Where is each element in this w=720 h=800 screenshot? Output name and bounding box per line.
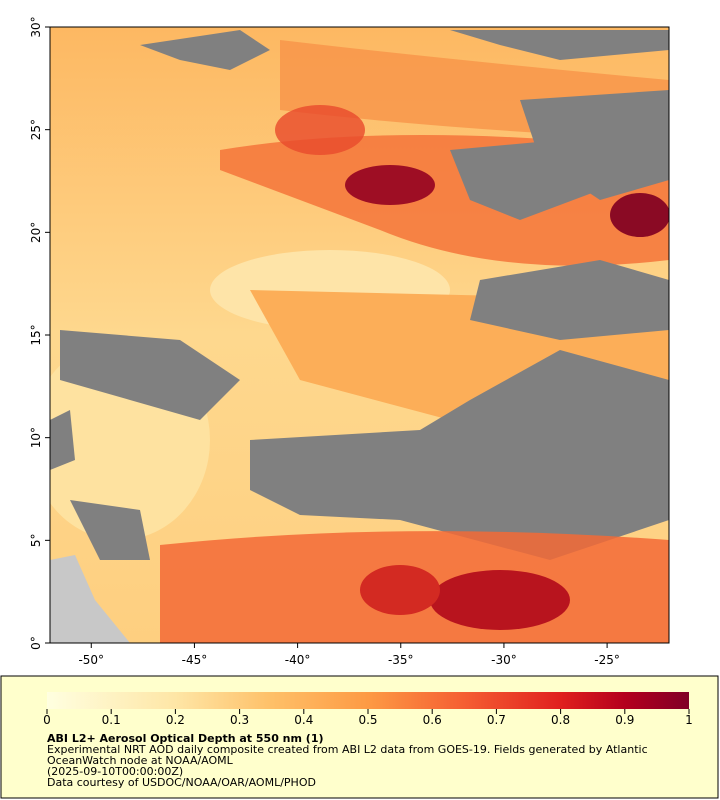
caption-line: OceanWatch node at NOAA/AOML bbox=[47, 754, 234, 767]
y-tick-label: 0° bbox=[29, 636, 43, 650]
colorbar-tick-label: 0.1 bbox=[102, 713, 121, 727]
y-tick-label: 5° bbox=[29, 534, 43, 548]
caption-title: ABI L2+ Aerosol Optical Depth at 550 nm … bbox=[47, 732, 324, 745]
x-tick-label: -50° bbox=[78, 653, 104, 667]
y-tick-label: 25° bbox=[29, 119, 43, 140]
y-tick-label: 30° bbox=[29, 16, 43, 37]
colorbar-tick-label: 0.4 bbox=[294, 713, 313, 727]
colorbar-tick-label: 0.8 bbox=[551, 713, 570, 727]
x-tick-label: -45° bbox=[182, 653, 208, 667]
colorbar bbox=[47, 692, 689, 709]
x-tick-label: -30° bbox=[491, 653, 517, 667]
colorbar-ticks: 0 0.1 0.2 0.3 0.4 0.5 0.6 0.7 0.8 0.9 1 bbox=[43, 709, 693, 727]
x-tick-label: -40° bbox=[285, 653, 311, 667]
colorbar-tick-label: 0.2 bbox=[166, 713, 185, 727]
y-tick-label: 20° bbox=[29, 222, 43, 243]
aod-map bbox=[50, 27, 669, 643]
colorbar-tick-label: 1 bbox=[685, 713, 693, 727]
axes: -50° -45° -40° -35° -30° -25° 0° 5° 10° 15° 20° 25°… bbox=[29, 16, 620, 667]
caption-line: Experimental NRT AOD daily composite cre… bbox=[47, 743, 648, 756]
y-tick-label: 15° bbox=[29, 324, 43, 345]
colorbar-tick-label: 0.7 bbox=[487, 713, 506, 727]
caption-line: (2025-09-10T00:00:00Z) bbox=[47, 765, 183, 778]
caption-line: Data courtesy of USDOC/NOAA/OAR/AOML/PHO… bbox=[47, 776, 316, 789]
colorbar-tick-label: 0 bbox=[43, 713, 51, 727]
colorbar-tick-label: 0.5 bbox=[358, 713, 377, 727]
y-tick-label: 10° bbox=[29, 427, 43, 448]
colorbar-tick-label: 0.3 bbox=[230, 713, 249, 727]
x-tick-label: -35° bbox=[388, 653, 414, 667]
x-tick-label: -25° bbox=[594, 653, 620, 667]
colorbar-tick-label: 0.6 bbox=[423, 713, 442, 727]
colorbar-tick-label: 0.9 bbox=[615, 713, 634, 727]
